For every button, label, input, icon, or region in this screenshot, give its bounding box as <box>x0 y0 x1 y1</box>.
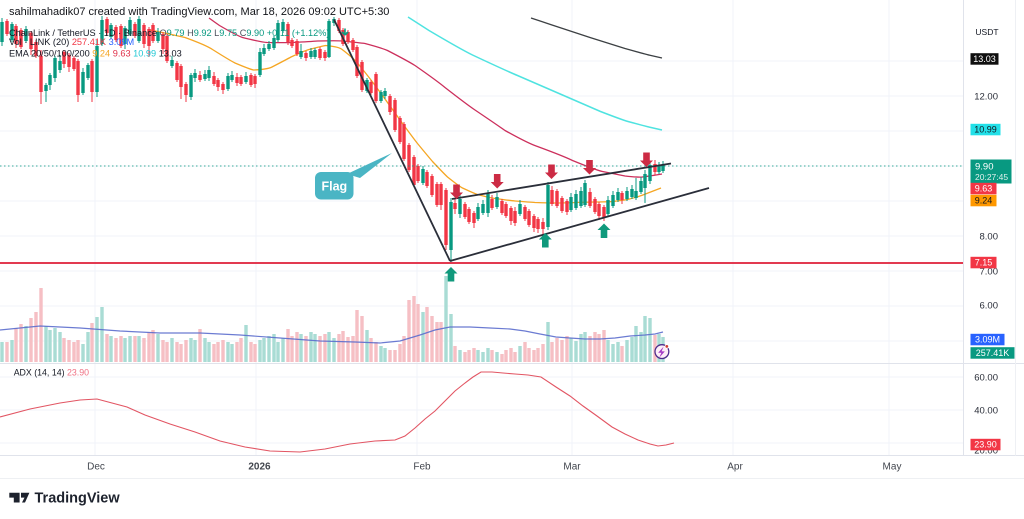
svg-text:3.09M: 3.09M <box>975 335 1000 345</box>
svg-text:Feb: Feb <box>413 462 431 473</box>
svg-text:20:27:45: 20:27:45 <box>975 172 1008 182</box>
svg-text:9.90: 9.90 <box>975 162 994 173</box>
svg-text:23.90: 23.90 <box>974 440 997 450</box>
svg-text:ChainLink / TetherUS · 1D · Bi: ChainLink / TetherUS · 1D · Binance O9.7… <box>9 28 329 38</box>
svg-text:13.03: 13.03 <box>973 54 996 64</box>
svg-text:2026: 2026 <box>248 462 271 473</box>
svg-text:257.41K: 257.41K <box>976 348 1010 358</box>
svg-text:20.00: 20.00 <box>974 446 998 457</box>
svg-text:USDT: USDT <box>975 27 998 37</box>
svg-text:12.00: 12.00 <box>974 92 998 103</box>
svg-text:10.99: 10.99 <box>974 125 997 135</box>
svg-text:EMA 20/50/100/200 9.24 9.63 10: EMA 20/50/100/200 9.24 9.63 10.99 13.03 <box>9 49 182 59</box>
svg-text:Vol · LINK (20) 257.41K 3.09M: Vol · LINK (20) 257.41K 3.09M <box>9 37 134 47</box>
svg-text:Flag: Flag <box>322 180 348 194</box>
svg-text:Mar: Mar <box>563 462 581 473</box>
svg-text:8.00: 8.00 <box>980 232 999 243</box>
svg-text:9.63: 9.63 <box>975 184 993 194</box>
svg-text:Apr: Apr <box>727 462 743 473</box>
svg-text:40.00: 40.00 <box>974 406 998 417</box>
svg-text:7.15: 7.15 <box>975 258 993 268</box>
svg-text:TradingView: TradingView <box>35 491 121 507</box>
svg-text:sahilmahadik07 created with Tr: sahilmahadik07 created with TradingView.… <box>9 6 389 18</box>
svg-text:ADX (14, 14) 23.90: ADX (14, 14) 23.90 <box>14 368 89 378</box>
svg-text:May: May <box>883 462 902 473</box>
svg-text:60.00: 60.00 <box>974 373 998 384</box>
svg-text:Dec: Dec <box>87 462 105 473</box>
svg-text:6.00: 6.00 <box>980 301 999 312</box>
svg-text:7.00: 7.00 <box>980 267 999 278</box>
svg-text:9.24: 9.24 <box>975 196 993 206</box>
